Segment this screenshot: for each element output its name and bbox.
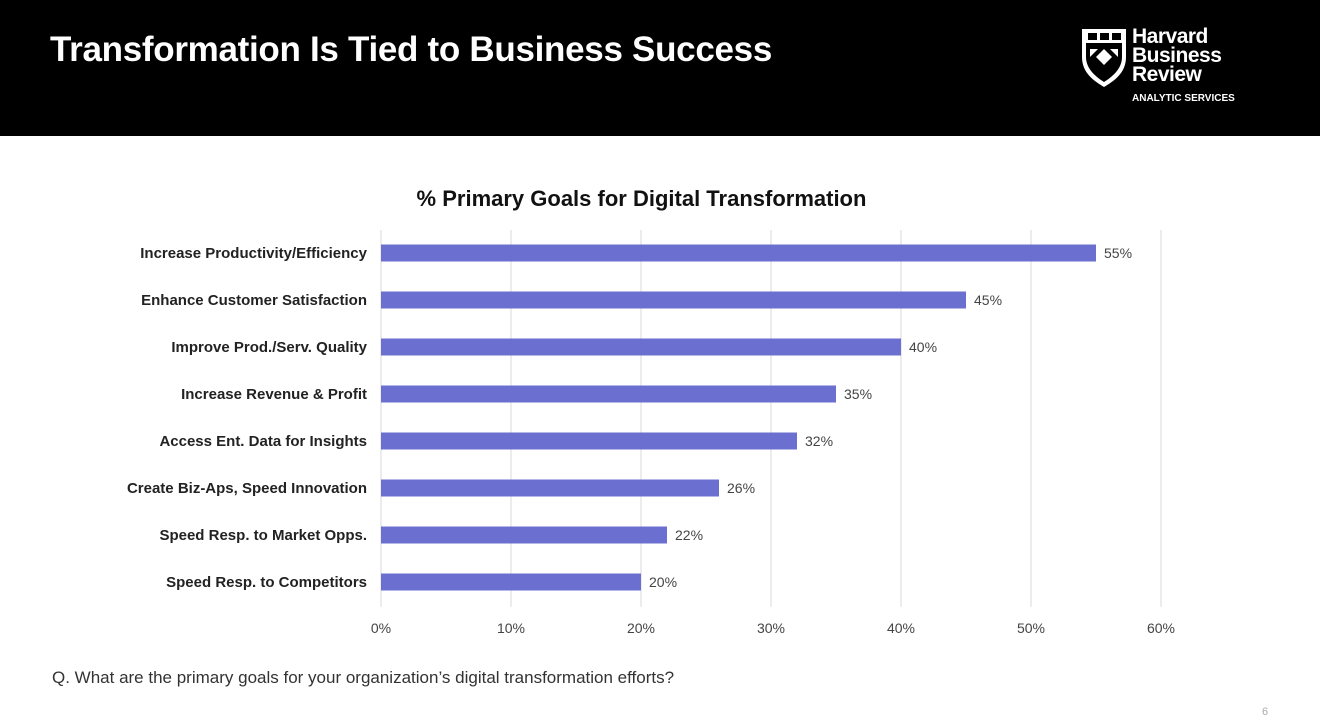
category-label: Speed Resp. to Market Opps. (159, 527, 367, 544)
logo-line3: Review (1132, 63, 1202, 86)
logo-line1: Harvard (1132, 25, 1208, 48)
data-label: 35% (844, 386, 872, 402)
x-tick-label: 20% (627, 620, 655, 636)
bar (381, 573, 641, 591)
x-tick-label: 0% (371, 620, 391, 636)
x-tick-label: 30% (757, 620, 785, 636)
category-label: Increase Revenue & Profit (181, 386, 367, 403)
data-label: 22% (675, 527, 703, 543)
bar (381, 479, 719, 497)
x-tick-label: 10% (497, 620, 525, 636)
data-label: 20% (649, 574, 677, 590)
bar (381, 244, 1096, 262)
data-label: 55% (1104, 245, 1132, 261)
x-tick-label: 60% (1147, 620, 1175, 636)
bar (381, 385, 836, 403)
shield-icon (1082, 29, 1126, 87)
bar (381, 291, 966, 309)
chart-title: % Primary Goals for Digital Transformati… (416, 186, 867, 211)
x-tick-label: 50% (1017, 620, 1045, 636)
x-tick-label: 40% (887, 620, 915, 636)
category-label: Enhance Customer Satisfaction (141, 292, 367, 309)
bar (381, 432, 797, 450)
category-label: Speed Resp. to Competitors (166, 574, 367, 591)
data-label: 32% (805, 433, 833, 449)
data-label: 40% (909, 339, 937, 355)
logo-subtitle: ANALYTIC SERVICES (1132, 93, 1235, 104)
data-label: 26% (727, 480, 755, 496)
category-label: Create Biz-Aps, Speed Innovation (127, 480, 367, 497)
logo-line2: Business (1132, 44, 1222, 67)
category-label: Increase Productivity/Efficiency (140, 245, 367, 262)
category-label: Access Ent. Data for Insights (159, 433, 367, 450)
bar (381, 338, 901, 356)
slide-title: Transformation Is Tied to Business Succe… (50, 30, 772, 69)
header-bar: Transformation Is Tied to Business Succe… (0, 0, 1320, 136)
survey-question: Q. What are the primary goals for your o… (52, 668, 675, 687)
category-label: Improve Prod./Serv. Quality (171, 339, 367, 356)
page-number: 6 (1262, 706, 1269, 718)
bar (381, 526, 667, 544)
data-label: 45% (974, 292, 1002, 308)
